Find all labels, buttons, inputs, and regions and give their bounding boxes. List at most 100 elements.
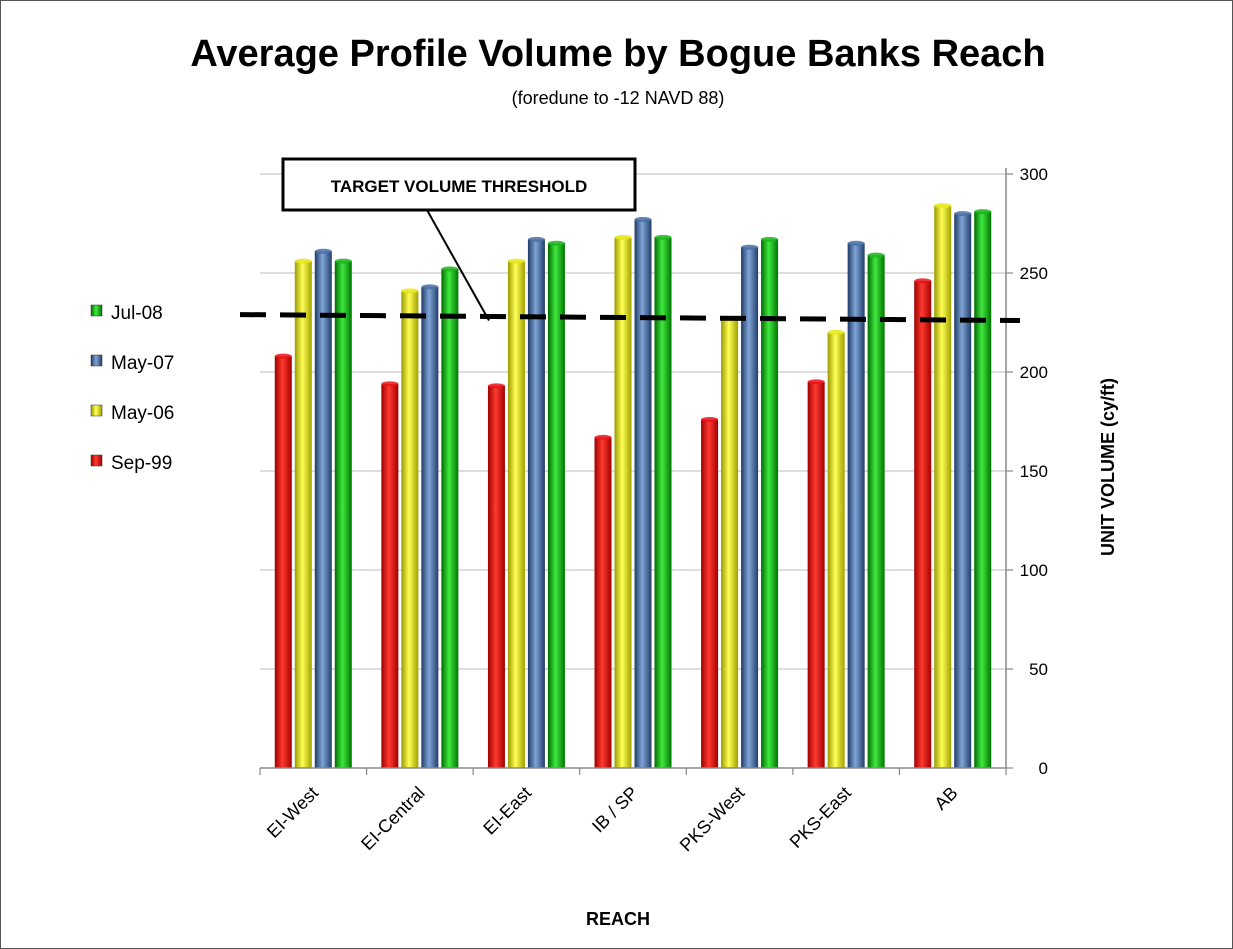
bar-cap	[401, 288, 419, 294]
legend-label: Sep-99	[111, 453, 172, 474]
bar	[381, 381, 399, 768]
bar-cap	[701, 417, 719, 423]
bar-body	[594, 437, 612, 768]
y-tick-label: 250	[1020, 264, 1048, 283]
bar	[847, 240, 865, 769]
chart-title: Average Profile Volume by Bogue Banks Re…	[190, 33, 1045, 75]
bar	[867, 252, 885, 768]
bar-body	[441, 269, 459, 768]
legend-swatch	[90, 454, 103, 467]
legend: Jul-08 May-07 May-06 Sep-99	[90, 303, 174, 474]
bar-cap	[634, 217, 652, 223]
bar-cap	[827, 329, 845, 335]
bar-cap	[654, 234, 672, 240]
x-tick-label: IB / SP	[588, 783, 642, 837]
bar-cap	[807, 379, 825, 385]
bar	[401, 288, 419, 768]
x-tick-label: AB	[930, 783, 961, 814]
bar	[654, 234, 672, 769]
legend-item: Sep-99	[90, 453, 172, 474]
x-tick-label: EI-Central	[357, 783, 428, 854]
bar	[914, 278, 932, 768]
bar	[761, 236, 779, 769]
y-axis-label: UNIT VOLUME (cy/ft)	[1098, 378, 1118, 556]
bar-cap	[954, 211, 972, 217]
bar	[314, 248, 332, 769]
bar-cap	[487, 383, 505, 389]
bar-body	[381, 383, 399, 768]
bar	[634, 217, 652, 769]
bar-body	[974, 211, 992, 768]
bar	[507, 258, 525, 768]
y-tick-label: 200	[1020, 363, 1048, 382]
bar-body	[401, 290, 419, 768]
bar	[274, 353, 292, 768]
bar-cap	[294, 258, 312, 264]
bar-cap	[741, 244, 759, 250]
bar-cap	[314, 248, 332, 254]
bar-body	[527, 239, 545, 769]
bar-body	[761, 239, 779, 769]
bar	[487, 383, 505, 768]
bar-cap	[761, 236, 779, 242]
bar-body	[954, 213, 972, 769]
bar-body	[827, 332, 845, 768]
threshold-pointer	[426, 209, 490, 322]
bar-cap	[381, 381, 399, 387]
bar-body	[634, 219, 652, 769]
y-tick-label: 100	[1020, 561, 1048, 580]
y-tick-label: 300	[1020, 165, 1048, 184]
legend-swatch	[90, 304, 103, 317]
bar-body	[847, 243, 865, 769]
bar	[527, 236, 545, 769]
y-tick-labels: 0 50 100 150 200 250 300	[1020, 165, 1048, 778]
legend-swatch	[90, 404, 103, 417]
threshold-label: TARGET VOLUME THRESHOLD	[331, 177, 588, 196]
bar-cap	[274, 353, 292, 359]
bar	[934, 203, 952, 768]
x-tick-label: PKS-East	[786, 783, 855, 852]
bar-body	[421, 286, 439, 768]
bar-cap	[974, 209, 992, 215]
bar-cap	[614, 234, 632, 240]
bar-cap	[527, 236, 545, 242]
bar-body	[614, 237, 632, 769]
bar	[614, 234, 632, 769]
bar-cap	[594, 434, 612, 440]
bar	[954, 211, 972, 769]
y-tick-label: 0	[1039, 759, 1048, 778]
legend-label: Jul-08	[111, 303, 163, 324]
target-threshold: TARGET VOLUME THRESHOLD	[239, 157, 1021, 324]
x-axis-label: REACH	[586, 909, 650, 929]
bar-body	[654, 237, 672, 769]
bar	[974, 209, 992, 768]
threshold-label-box	[281, 157, 637, 212]
bar-cap	[507, 258, 525, 264]
bar	[294, 258, 312, 768]
legend-item: Jul-08	[90, 303, 163, 324]
legend-label: May-07	[111, 353, 174, 374]
bar	[701, 417, 719, 768]
bar-body	[274, 356, 292, 768]
bar-body	[807, 381, 825, 768]
bar-body	[294, 261, 312, 768]
bar-body	[934, 205, 952, 768]
bar-cap	[867, 252, 885, 258]
legend-label: May-06	[111, 403, 174, 424]
bar-body	[867, 255, 885, 768]
gridlines	[260, 173, 1006, 670]
bar-cap	[441, 266, 459, 272]
bar-body	[741, 247, 759, 768]
bar-body	[507, 261, 525, 768]
chart-subtitle: (foredune to -12 NAVD 88)	[512, 88, 725, 108]
bar	[741, 244, 759, 768]
bar-cap	[914, 278, 932, 284]
bar-cap	[934, 203, 952, 209]
bar	[334, 258, 352, 768]
x-tick-label: EI-East	[479, 783, 535, 839]
x-tick-label: PKS-West	[676, 783, 749, 856]
x-category-labels: EI-West EI-Central EI-East IB / SP PKS-West P…	[263, 783, 962, 856]
y-tick-label: 50	[1029, 660, 1048, 679]
bar-cap	[847, 240, 865, 246]
